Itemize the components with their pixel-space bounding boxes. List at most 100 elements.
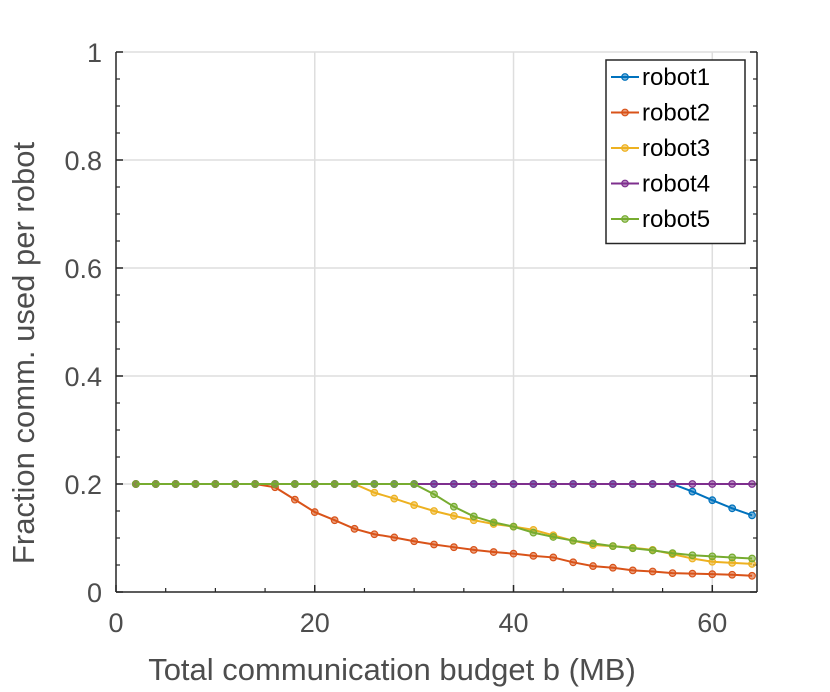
data-point-robot1 <box>688 487 697 496</box>
y-axis-title: Fraction comm. used per robot <box>6 142 41 565</box>
y-tick-label: 0.8 <box>64 146 102 176</box>
data-point-robot5 <box>271 480 279 488</box>
data-point-robot5 <box>668 549 677 558</box>
data-point-robot5 <box>569 536 578 545</box>
data-point-robot2 <box>430 540 438 549</box>
legend: robot1 robot2 robot3 robot4 robot5 <box>605 59 746 245</box>
ticks: 0 0.2 0.4 0.6 0.8 1 0 20 40 60 <box>64 38 757 638</box>
x-tick-label: 0 <box>108 608 123 638</box>
data-point-robot5 <box>231 480 240 488</box>
data-point-robot2 <box>370 530 379 539</box>
data-point-robot4 <box>688 480 697 488</box>
data-point-robot4 <box>668 480 677 488</box>
legend-label: robot3 <box>642 135 710 162</box>
data-point-robot5 <box>489 518 498 527</box>
data-point-robot5 <box>628 544 637 553</box>
data-point-robot5 <box>310 480 319 488</box>
data-point-robot5 <box>211 480 220 488</box>
x-tick-label: 60 <box>697 608 727 638</box>
grid <box>116 51 757 592</box>
data-point-robot4 <box>748 480 756 488</box>
legend-box <box>605 59 746 245</box>
data-point-robot4 <box>489 480 498 488</box>
data-point-robot5 <box>589 539 597 548</box>
data-point-robot2 <box>688 569 697 578</box>
series-line-robot2 <box>135 483 753 577</box>
data-point-robot2 <box>529 551 538 560</box>
data-point-robot2 <box>410 537 419 546</box>
data-point-robot2 <box>728 570 737 579</box>
data-point-robot4 <box>589 480 597 488</box>
data-point-robot2 <box>469 545 478 554</box>
series-robot3 <box>131 480 756 568</box>
data-point-robot2 <box>549 553 558 562</box>
data-point-robot2 <box>390 533 399 542</box>
data-point-robot5 <box>390 480 399 488</box>
y-tick-label: 0.4 <box>64 362 102 392</box>
data-point-robot5 <box>410 480 419 488</box>
data-point-robot4 <box>549 480 558 488</box>
data-point-robot2 <box>589 562 597 570</box>
data-point-robot2 <box>708 570 717 579</box>
data-point-robot3 <box>410 501 419 509</box>
data-point-robot5 <box>449 502 458 511</box>
data-point-robot5 <box>430 490 438 499</box>
y-tick-label: 0.2 <box>64 470 102 500</box>
series-robot5 <box>131 480 756 563</box>
data-point-robot4 <box>529 480 538 488</box>
data-point-robot5 <box>529 528 538 537</box>
data-point-robot2 <box>350 524 359 533</box>
data-point-robot2 <box>330 516 339 525</box>
data-point-robot2 <box>628 566 637 575</box>
legend-label: robot2 <box>642 100 710 127</box>
axes <box>115 52 758 593</box>
legend-item-robot3: robot3 <box>611 135 710 162</box>
data-point-robot2 <box>648 567 657 576</box>
legend-label: robot5 <box>642 206 710 233</box>
legend-swatch-marker <box>621 179 629 188</box>
data-point-robot2 <box>748 571 756 580</box>
data-point-robot5 <box>171 480 180 488</box>
legend-item-robot4: robot4 <box>611 171 710 198</box>
series-robot2 <box>131 480 756 580</box>
data-point-robot4 <box>449 480 458 488</box>
data-point-robot2 <box>290 495 299 504</box>
data-point-robot2 <box>668 569 677 577</box>
data-point-robot1 <box>748 511 756 520</box>
data-point-robot5 <box>330 480 339 488</box>
data-point-robot2 <box>310 508 319 516</box>
data-point-robot4 <box>469 480 478 488</box>
data-point-robot2 <box>509 549 518 558</box>
data-point-robot4 <box>648 480 657 488</box>
data-point-robot5 <box>748 554 756 563</box>
legend-label: robot4 <box>642 171 710 198</box>
legend-swatch-marker <box>621 144 629 152</box>
data-point-robot1 <box>728 504 737 513</box>
data-point-robot4 <box>509 480 518 488</box>
data-point-robot5 <box>151 480 160 488</box>
data-point-robot4 <box>628 480 637 488</box>
data-point-robot3 <box>370 488 379 497</box>
data-point-robot5 <box>728 553 737 562</box>
series-line-robot5 <box>135 483 753 560</box>
legend-swatch-marker <box>621 108 629 117</box>
data-point-robot2 <box>489 548 498 556</box>
legend-swatch-marker <box>621 73 629 81</box>
x-axis-title: Total communication budget b (MB) <box>148 652 636 687</box>
legend-item-robot5: robot5 <box>611 206 710 233</box>
data-point-robot5 <box>648 546 657 555</box>
data-point-robot5 <box>708 552 717 561</box>
data-point-robot5 <box>350 480 359 488</box>
data-point-robot2 <box>608 563 617 572</box>
data-point-robot5 <box>549 533 558 541</box>
legend-label: robot1 <box>642 64 710 91</box>
data-point-robot5 <box>688 551 697 560</box>
data-point-robot4 <box>569 480 578 488</box>
data-point-robot5 <box>131 480 140 488</box>
data-point-robot3 <box>390 494 399 503</box>
data-point-robot4 <box>608 480 617 488</box>
legend-item-robot2: robot2 <box>611 100 710 127</box>
data-point-robot5 <box>290 480 299 488</box>
x-tick-label: 20 <box>300 608 330 638</box>
legend-swatch-marker <box>621 215 629 223</box>
